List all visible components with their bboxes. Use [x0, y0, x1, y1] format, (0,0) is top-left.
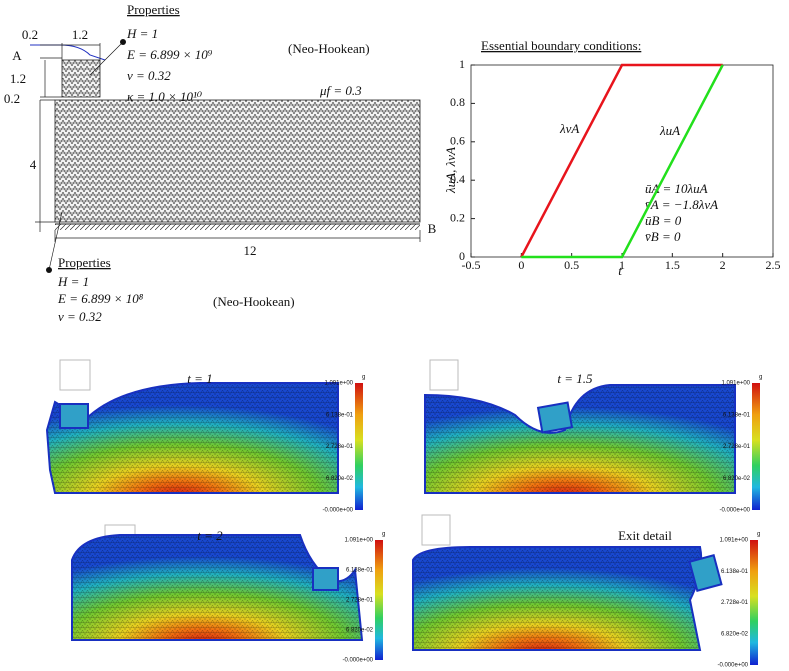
- dimension: 1.2: [10, 71, 26, 86]
- annotation: v̄A = −1.8λvA: [645, 197, 718, 212]
- colorbar-label: 2.728e-01: [721, 600, 749, 606]
- dimension-lines: [35, 43, 421, 242]
- indenter: [61, 59, 101, 98]
- properties-title: Properties: [127, 2, 180, 17]
- block: [54, 99, 421, 223]
- property: ν = 0.32: [58, 309, 102, 324]
- colorbar-label: 6.138e-01: [721, 569, 749, 575]
- colorbar-label: 2.728e-01: [346, 598, 374, 604]
- colorbar-label: 6.820e-02: [326, 476, 354, 482]
- y-tick-label: 0: [459, 249, 465, 263]
- colorbar-label: 2.728e-01: [723, 444, 751, 450]
- series-line: [521, 64, 724, 259]
- colorbar: [750, 540, 758, 665]
- point-label: B: [428, 221, 437, 236]
- x-tick-label: 2.5: [766, 258, 781, 272]
- callout-line: [89, 41, 124, 76]
- colorbar: [752, 383, 760, 510]
- y-tick-label: 0.4: [450, 172, 465, 186]
- colorbar-label: 1.091e+00: [721, 381, 750, 387]
- series-label: λuA: [659, 123, 680, 138]
- colorbar-label: -0.000e+00: [719, 508, 750, 514]
- property: E = 6.899 × 10⁹: [126, 47, 213, 62]
- colorbar-label: 2.728e-01: [326, 444, 354, 450]
- property: H = 1: [126, 26, 158, 41]
- colorbar: [375, 540, 383, 660]
- point-label: A: [12, 48, 22, 63]
- property: E = 6.899 × 10⁸: [57, 291, 144, 306]
- x-tick-label: 1.5: [665, 258, 680, 272]
- colorbar-label: -0.000e+00: [322, 508, 353, 514]
- colorbar-label: 1.091e+00: [324, 381, 353, 387]
- colorbar-label: 1.091e+00: [719, 538, 748, 544]
- x-tick-label: 0: [518, 258, 524, 272]
- x-tick-label: -0.5: [462, 258, 481, 272]
- colorbar-label: 6.820e-02: [723, 476, 751, 482]
- panel-label: t = 2: [197, 528, 223, 543]
- indenter: [688, 554, 723, 592]
- dimension: 12: [244, 243, 257, 258]
- y-tick-label: 0.2: [450, 210, 465, 224]
- colorbar-label: 6.820e-02: [721, 631, 749, 637]
- mesh-overlay: [412, 546, 703, 651]
- model: (Neo-Hookean): [213, 294, 295, 309]
- panel-label: t = 1.5: [557, 371, 593, 386]
- mesh-overlay: [45, 382, 339, 494]
- dimension: 1.2: [72, 27, 88, 42]
- friction: μf = 0.3: [319, 83, 362, 98]
- property: κ = 1.0 × 10¹⁰: [127, 89, 203, 104]
- x-tick-label: 1: [619, 258, 625, 272]
- colorbar-label: 6.138e-01: [346, 568, 374, 574]
- properties-title: Properties: [58, 255, 111, 270]
- y-tick-label: 0.6: [450, 134, 465, 148]
- placeholder-box: [429, 359, 459, 391]
- callout-line: [48, 211, 63, 271]
- series-label: λvA: [559, 121, 579, 136]
- panel-label: Exit detail: [618, 528, 672, 543]
- x-tick-label: 0.5: [564, 258, 579, 272]
- series-line: [520, 63, 723, 258]
- problem-sketch: 0.2 1.2 1.2 0.2 4 12 A B Properties H = …: [4, 2, 437, 324]
- annotation: v̄B = 0: [645, 229, 681, 244]
- bc-chart: Essential boundary conditions: t λuA, λv…: [443, 38, 781, 278]
- mesh-overlay: [71, 534, 364, 641]
- model: (Neo-Hookean): [288, 41, 370, 56]
- dimension: 0.2: [22, 27, 38, 42]
- property: ν = 0.32: [127, 68, 171, 83]
- colorbar-label: 6.138e-01: [326, 412, 354, 418]
- dimension: 0.2: [4, 91, 20, 106]
- colorbar-title: g: [757, 532, 760, 538]
- colorbar-label: 1.091e+00: [344, 538, 373, 544]
- y-tick-label: 0.8: [450, 95, 465, 109]
- annotation: ūB = 0: [645, 213, 682, 228]
- colorbar-title: g: [362, 375, 365, 381]
- property: H = 1: [57, 274, 89, 289]
- dimension: 4: [30, 157, 37, 172]
- chart-title: Essential boundary conditions:: [481, 38, 641, 53]
- mesh-overlay: [424, 384, 736, 494]
- x-tick-label: 2: [720, 258, 726, 272]
- colorbar-title: g: [382, 532, 385, 538]
- colorbar-label: 6.820e-02: [346, 628, 374, 634]
- y-axis-label: λuA, λvA: [443, 147, 458, 194]
- colorbar: [355, 383, 363, 510]
- indenter: [312, 567, 339, 591]
- indenter: [536, 401, 574, 434]
- colorbar-label: 6.138e-01: [723, 412, 751, 418]
- ground: [55, 224, 420, 230]
- colorbar-label: -0.000e+00: [342, 658, 373, 664]
- placeholder-box: [421, 514, 451, 546]
- placeholder-box: [59, 359, 91, 391]
- colorbar-label: -0.000e+00: [717, 663, 748, 669]
- y-tick-label: 1: [459, 57, 465, 71]
- plot-frame: [470, 64, 774, 258]
- x-axis-label: t: [618, 263, 622, 278]
- colorbar-title: g: [759, 375, 762, 381]
- panel-label: t = 1: [187, 371, 212, 386]
- indenter: [59, 403, 89, 429]
